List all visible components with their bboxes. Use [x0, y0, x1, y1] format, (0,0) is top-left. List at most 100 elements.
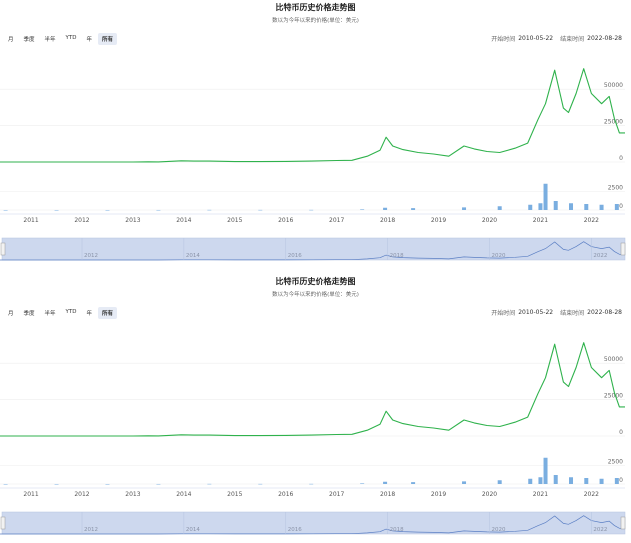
range-start-label: 开始时间: [491, 310, 516, 317]
navigator-left-handle[interactable]: [0, 516, 6, 530]
navigator-series-line: [0, 241, 625, 261]
zoom-button-year[interactable]: 年: [82, 307, 97, 319]
volume-bar: [54, 210, 59, 211]
zoom-button-month[interactable]: 月: [4, 307, 18, 319]
y-tick-label: 25000: [604, 119, 623, 126]
x-tick-label: 2019: [431, 491, 446, 498]
x-tick-label: 2012: [74, 217, 89, 224]
y-tick-label: 25000: [604, 393, 623, 400]
navigator-right-handle[interactable]: [620, 242, 626, 256]
volume-bar: [599, 204, 604, 210]
x-tick-label: 2014: [176, 217, 191, 224]
range-start-input[interactable]: 2010-05-22: [518, 309, 554, 316]
zoom-button-quarter[interactable]: 季度: [19, 307, 39, 319]
range-end-label: 结束时间: [560, 36, 585, 43]
volume-bar: [411, 208, 416, 210]
volume-bar: [497, 206, 502, 210]
x-tick-label: 2013: [125, 491, 140, 498]
volume-bar: [383, 207, 388, 210]
volume-bar: [569, 477, 574, 484]
zoom-button-half-year[interactable]: 半年: [40, 307, 60, 319]
zoom-buttons: 月 季度 半年 YTD 年 所有: [4, 307, 118, 319]
navigator-tick-label: 2016: [288, 527, 302, 533]
price-series-line: [0, 68, 625, 163]
volume-bar: [156, 209, 161, 211]
navigator-tick-label: 2020: [492, 253, 506, 259]
volume-tick-label: 0: [619, 477, 623, 484]
volume-bar: [528, 478, 533, 484]
volume-bar: [543, 457, 548, 484]
volume-bar: [207, 483, 212, 485]
date-range: 开始时间 2010-05-22 结束时间 2022-08-28: [491, 308, 626, 317]
volume-bar: [309, 209, 314, 211]
x-tick-label: 2011: [23, 217, 38, 224]
zoom-button-half-year[interactable]: 半年: [40, 33, 60, 45]
volume-bar: [614, 204, 619, 210]
volume-bar: [207, 209, 212, 211]
x-tick-label: 2021: [533, 217, 548, 224]
navigator-tick-label: 2018: [390, 527, 404, 533]
x-tick-label: 2014: [176, 491, 191, 498]
range-end-input[interactable]: 2022-08-28: [587, 35, 622, 42]
navigator-right-handle[interactable]: [620, 516, 626, 530]
chart-panel-top: 比特币历史价格走势图 数以为今年以来的价格(单位：美元) 月 季度 半年 YTD…: [0, 0, 631, 268]
navigator-tick-label: 2020: [492, 527, 506, 533]
navigator-tick-label: 2018: [390, 253, 404, 259]
navigator-left-handle[interactable]: [0, 242, 6, 256]
volume-bar: [584, 478, 589, 484]
range-start-input[interactable]: 2010-05-22: [518, 35, 554, 42]
volume-bar: [309, 483, 314, 485]
navigator-tick-label: 2012: [84, 253, 98, 259]
zoom-button-quarter[interactable]: 季度: [19, 33, 39, 45]
x-tick-label: 2015: [227, 491, 242, 498]
navigator-tick-label: 2014: [186, 527, 200, 533]
y-tick-label: 50000: [604, 82, 623, 89]
navigator-tick-label: 2022: [593, 253, 607, 259]
volume-bar: [360, 483, 365, 484]
date-range: 开始时间 2010-05-22 结束时间 2022-08-28: [491, 34, 626, 43]
x-tick-label: 2017: [329, 217, 344, 224]
chart-panel-bottom: 比特币历史价格走势图 数以为今年以来的价格(单位：美元) 月 季度 半年 YTD…: [0, 274, 631, 542]
volume-bar: [383, 481, 388, 484]
range-end-input[interactable]: 2022-08-28: [587, 309, 622, 316]
x-tick-label: 2011: [23, 491, 38, 498]
volume-bar: [105, 210, 110, 211]
zoom-button-ytd[interactable]: YTD: [61, 33, 81, 45]
volume-bar: [614, 478, 619, 484]
volume-bar: [538, 203, 543, 210]
volume-bar: [3, 484, 8, 485]
volume-bar: [105, 484, 110, 485]
volume-bar: [54, 484, 59, 485]
chart-subtitle: 数以为今年以来的价格(单位：美元): [272, 292, 359, 298]
zoom-button-all[interactable]: 所有: [98, 307, 118, 319]
zoom-button-ytd[interactable]: YTD: [61, 307, 81, 319]
volume-bar: [258, 483, 263, 485]
volume-tick-label: 0: [619, 203, 623, 210]
chart-title: 比特币历史价格走势图: [275, 3, 356, 12]
chart-subtitle: 数以为今年以来的价格(单位：美元): [272, 18, 359, 24]
range-start-label: 开始时间: [491, 36, 516, 43]
x-tick-label: 2016: [278, 217, 293, 224]
volume-bar: [543, 183, 548, 210]
price-chart: 0 25000 50000 0 2500 2011 2012 2013 2014 2015 2016…: [0, 68, 626, 261]
navigator-tick-label: 2022: [593, 527, 607, 533]
volume-bar: [411, 482, 416, 484]
zoom-button-month[interactable]: 月: [4, 33, 18, 45]
volume-bar: [462, 207, 467, 210]
x-tick-label: 2018: [380, 491, 395, 498]
zoom-button-year[interactable]: 年: [82, 33, 97, 45]
x-tick-label: 2020: [482, 217, 497, 224]
y-tick-label: 50000: [604, 356, 623, 363]
y-tick-label: 0: [619, 155, 623, 162]
volume-bar: [497, 480, 502, 484]
volume-bar: [462, 481, 467, 484]
volume-bar: [569, 203, 574, 210]
x-tick-label: 2022: [584, 217, 599, 224]
x-tick-label: 2016: [278, 491, 293, 498]
volume-bar: [599, 478, 604, 484]
volume-bar: [258, 209, 263, 211]
volume-bar: [528, 204, 533, 210]
volume-tick-label: 2500: [608, 458, 623, 465]
zoom-button-all[interactable]: 所有: [98, 33, 118, 45]
chart-title: 比特币历史价格走势图: [275, 277, 356, 286]
